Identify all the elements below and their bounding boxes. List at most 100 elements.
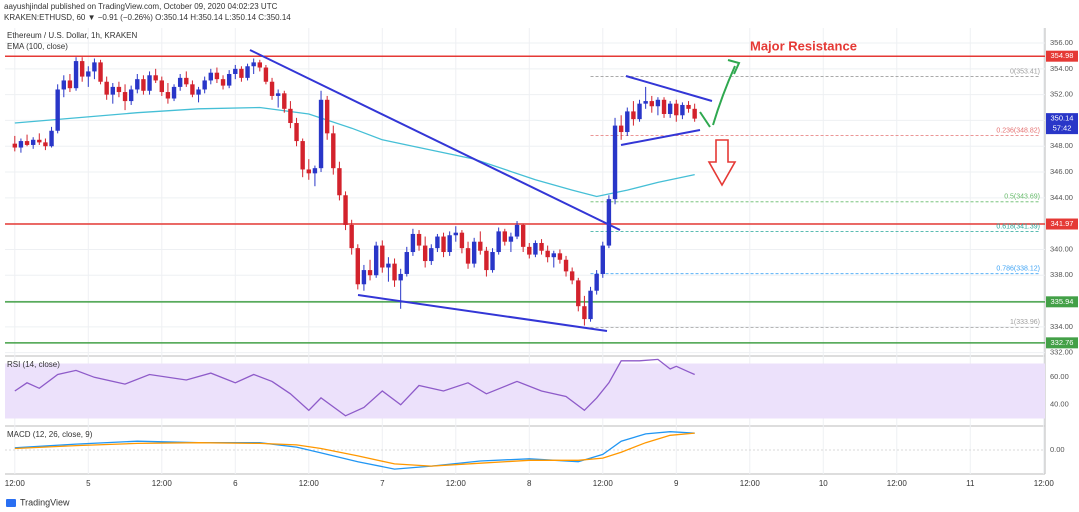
candle-body [37, 139, 42, 143]
candle-body [275, 93, 281, 96]
y-tick-label: 348.00 [1050, 141, 1073, 150]
candle-body [226, 73, 232, 86]
y-tick-label: 352.00 [1050, 90, 1073, 99]
candle-body [533, 242, 538, 255]
series-line [14, 106, 695, 198]
triangle-upper [625, 75, 713, 102]
candle-body [386, 263, 391, 268]
candle-body [478, 241, 483, 251]
candle-body [251, 62, 256, 67]
candle-body [324, 99, 330, 134]
candle-body [557, 253, 563, 260]
candle-body [30, 139, 36, 145]
candle-body [404, 252, 409, 274]
candle-body [582, 306, 587, 320]
candle-body [282, 93, 287, 109]
x-tick-label: 10 [819, 479, 828, 488]
x-tick-label: 12:00 [152, 479, 173, 488]
x-tick-label: 11 [966, 479, 975, 488]
candle-body [288, 108, 293, 124]
x-tick-label: 12:00 [1034, 479, 1055, 488]
chart-title: Ethereum / U.S. Dollar, 1h, KRAKEN [7, 31, 137, 40]
candle-body [245, 66, 250, 78]
candle-body [502, 231, 507, 242]
level-box [1046, 337, 1078, 349]
fib-label: 0.618(341.39) [996, 223, 1040, 230]
green-arrow [712, 65, 736, 126]
candle-body [361, 270, 367, 285]
x-tick-label: 7 [380, 479, 385, 488]
green-arrowhead [727, 59, 741, 75]
level-label: 341.97 [1051, 219, 1074, 228]
candle-body [306, 169, 311, 174]
candle-body [177, 77, 183, 87]
candle-body [233, 68, 238, 74]
legend-entry: EMA (100, close) [7, 42, 68, 51]
last-price-box [1046, 113, 1078, 135]
y-tick-label: 338.00 [1050, 270, 1073, 279]
fib-label: 0.5(343.69) [1004, 194, 1040, 201]
footer: TradingView [20, 497, 70, 507]
candle-body [429, 248, 434, 262]
candle-body [618, 125, 624, 133]
candle-body [122, 92, 128, 102]
fib-label: 0.236(348.82) [996, 128, 1040, 135]
candle-body [128, 89, 134, 102]
candle-body [398, 273, 403, 281]
candle-body [355, 248, 360, 285]
symbol-line: KRAKEN:ETHUSD, 60 ▼ −0.91 (−0.26%) O:350… [4, 13, 291, 22]
level-label: 354.98 [1051, 51, 1074, 60]
candle-body [18, 141, 24, 148]
candle-body [86, 71, 91, 77]
drawings [249, 49, 741, 332]
candle-body [416, 233, 422, 246]
candle-body [631, 111, 636, 120]
candle-body [337, 168, 342, 196]
candle-body [116, 86, 122, 93]
candle-body [104, 81, 109, 95]
candle-body [606, 199, 612, 246]
x-tick-label: 12:00 [5, 479, 26, 488]
candle-body [220, 79, 226, 86]
x-tick-label: 12:00 [740, 479, 761, 488]
candle-body [73, 61, 79, 89]
candle-body [674, 103, 679, 116]
candle-body [447, 235, 452, 253]
candle-body [508, 236, 514, 242]
candle-body [600, 245, 605, 274]
candle-body [202, 80, 207, 90]
candle-body [551, 253, 556, 258]
triangle-lower [620, 129, 701, 146]
x-tick-label: 12:00 [446, 479, 467, 488]
y-tick-label: 334.00 [1050, 322, 1073, 331]
x-tick-label: 6 [233, 479, 238, 488]
candle-body [367, 270, 373, 276]
candle-body [465, 248, 471, 264]
level-box [1046, 218, 1078, 230]
candle-body [435, 236, 440, 249]
y-tick-label: 0.00 [1050, 445, 1065, 454]
candle-body [459, 232, 465, 249]
series-line [14, 432, 695, 467]
candle-body [422, 245, 428, 262]
publisher-line: aayushjindal published on TradingView.co… [4, 2, 278, 11]
candle-body [471, 241, 477, 264]
countdown: 57:42 [1053, 124, 1072, 133]
trend-line [249, 49, 621, 231]
candle-body [171, 86, 177, 99]
y-tick-label: 354.00 [1050, 64, 1073, 73]
level-label: 335.94 [1051, 297, 1074, 306]
fib-label: 0(353.41) [1010, 68, 1040, 75]
last-price: 350.14 [1051, 114, 1074, 123]
x-tick-label: 12:00 [593, 479, 614, 488]
candle-body [208, 72, 213, 81]
candle-body [43, 142, 48, 147]
y-tick-label: 340.00 [1050, 244, 1073, 253]
candle-body [153, 75, 158, 81]
level-label: 332.76 [1051, 338, 1074, 347]
candle-body [92, 62, 97, 72]
candle-body [318, 99, 324, 169]
x-tick-label: 12:00 [887, 479, 908, 488]
candle-body [269, 81, 275, 96]
x-tick-label: 8 [527, 479, 532, 488]
